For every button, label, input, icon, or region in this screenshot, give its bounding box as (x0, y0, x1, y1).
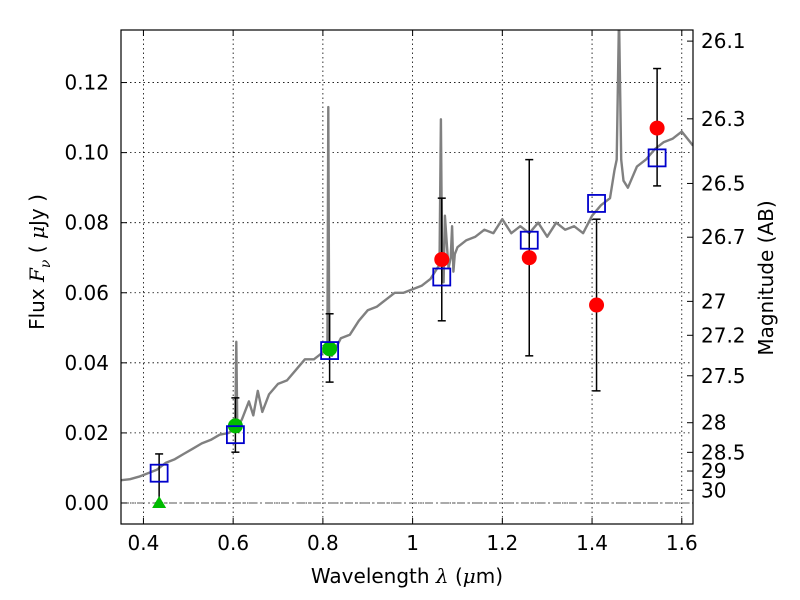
mag-tick-label: 27.2 (701, 323, 746, 347)
x-tick-label: 0.6 (217, 531, 249, 555)
x-tick-label: 1.6 (666, 531, 698, 555)
model-point (587, 194, 606, 213)
mag-tick-label: 26.3 (701, 107, 746, 131)
model-point (149, 463, 169, 483)
y-axis-label: Flux Fν ( μJy ) (25, 194, 54, 330)
plot-background (121, 30, 693, 524)
data-point (521, 250, 537, 266)
mag-tick-label: 27.5 (701, 364, 746, 388)
mag-tick-label: 26.1 (701, 29, 746, 53)
grid (121, 30, 693, 524)
data-point (649, 120, 665, 136)
x-tick-label: 1.2 (486, 531, 518, 555)
mag-tick-label: 27 (701, 289, 726, 313)
model-point (519, 230, 539, 250)
y-tick-label: 0.02 (64, 421, 109, 445)
model-point (647, 148, 667, 168)
data-point (322, 341, 338, 357)
data-point (589, 297, 605, 313)
y-tick-label: 0.04 (64, 351, 109, 375)
y-tick-label: 0.10 (64, 141, 109, 165)
data-point (434, 251, 450, 267)
upper-limit-marker (152, 495, 167, 508)
mag-tick-label: 29 (701, 459, 726, 483)
spectrum-line (121, 30, 693, 482)
model-point (432, 267, 452, 287)
plot-frame (120, 29, 694, 525)
model-point (320, 341, 340, 360)
mag-tick-label: 28 (701, 411, 726, 435)
model-point (225, 425, 245, 445)
ticks: 0.4 0.6 0.8 1 1.2 1.4 1.6 0.00 0.02 0.04 0.06 0.08 0… (64, 29, 745, 555)
x-tick-label: 0.4 (128, 531, 160, 555)
mag-tick-label: 26.5 (701, 171, 746, 195)
x-tick-label: 1.4 (576, 531, 608, 555)
y-tick-label: 0.08 (64, 211, 109, 235)
y2-axis-label: Magnitude (AB) (754, 200, 778, 355)
data-markers (149, 67, 667, 508)
y-tick-label: 0.12 (64, 71, 109, 95)
mag-tick-label: 28.5 (701, 440, 746, 464)
y-tick-label: 0.06 (64, 281, 109, 305)
x-axis-label: Wavelength λ (μm) (311, 564, 503, 588)
x-tick-label: 0.8 (307, 531, 339, 555)
spectrum (121, 30, 693, 482)
x-tick-label: 1 (406, 531, 419, 555)
mag-tick-label: 30 (701, 478, 726, 502)
y-tick-label: 0.00 (64, 491, 109, 515)
mag-tick-label: 26.7 (701, 225, 746, 249)
